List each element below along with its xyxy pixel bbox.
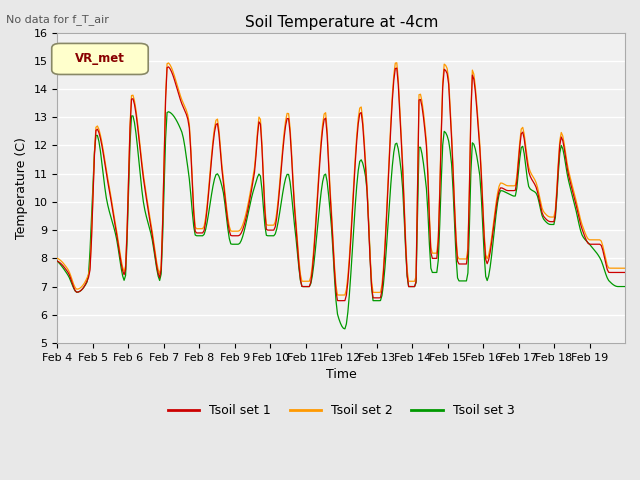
Text: No data for f_T_air: No data for f_T_air (6, 14, 109, 25)
Title: Soil Temperature at -4cm: Soil Temperature at -4cm (244, 15, 438, 30)
Y-axis label: Temperature (C): Temperature (C) (15, 137, 28, 239)
X-axis label: Time: Time (326, 368, 356, 381)
Text: VR_met: VR_met (75, 52, 125, 65)
FancyBboxPatch shape (52, 43, 148, 74)
Legend: Tsoil set 1, Tsoil set 2, Tsoil set 3: Tsoil set 1, Tsoil set 2, Tsoil set 3 (163, 399, 520, 422)
